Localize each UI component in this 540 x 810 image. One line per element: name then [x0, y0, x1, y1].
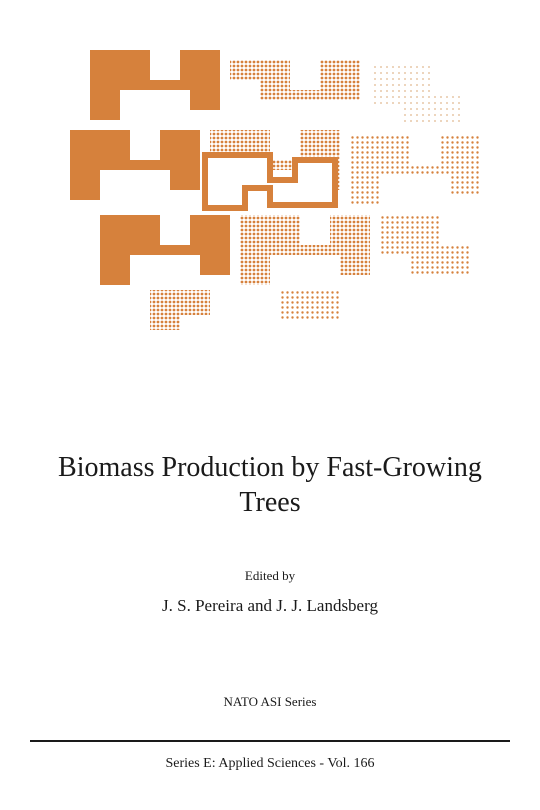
spacer	[0, 616, 540, 694]
editor-block: Edited by J. S. Pereira and J. J. Landsb…	[0, 568, 540, 616]
book-title: Biomass Production by Fast-Growing Trees	[50, 450, 490, 520]
cover-graphic	[0, 0, 540, 330]
series-label: NATO ASI Series	[0, 694, 540, 710]
edited-by-label: Edited by	[0, 568, 540, 584]
editor-names: J. S. Pereira and J. J. Landsberg	[0, 596, 540, 616]
interlocking-pattern-svg	[60, 40, 500, 330]
title-block: Biomass Production by Fast-Growing Trees	[0, 450, 540, 520]
footer-series-info: Series E: Applied Sciences - Vol. 166	[30, 740, 510, 786]
